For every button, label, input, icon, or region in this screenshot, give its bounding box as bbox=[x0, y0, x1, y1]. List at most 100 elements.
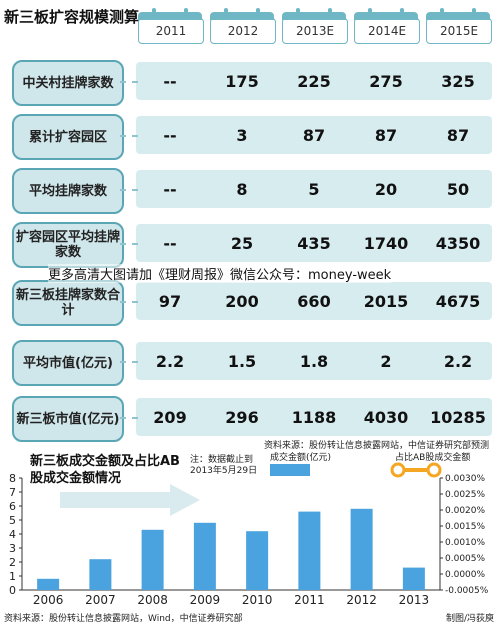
calendar-top bbox=[354, 12, 418, 20]
source-top: 资料来源：股份转让信息披露网站，中信证券研究部预测 bbox=[264, 441, 490, 451]
table-cell: 225 bbox=[297, 71, 331, 91]
y-right-tick-label: 0.0005% bbox=[445, 554, 485, 564]
x-tick-label: 2008 bbox=[137, 593, 168, 607]
year-label: 2013E bbox=[295, 24, 335, 38]
bar-2009 bbox=[193, 522, 216, 590]
year-calendar-2013E: 2013E bbox=[282, 8, 348, 44]
calendar-top bbox=[426, 12, 490, 20]
y-left-tick-label: 3 bbox=[9, 542, 16, 555]
bar-2011 bbox=[298, 511, 321, 590]
x-tick-label: 2013 bbox=[399, 593, 430, 607]
page-title: 新三板扩容规模测算 bbox=[4, 8, 140, 26]
legend-line-point bbox=[390, 462, 406, 478]
row-connector bbox=[120, 243, 138, 245]
y-right-tick-label: 0.0000% bbox=[445, 570, 485, 580]
x-tick-label: 2010 bbox=[242, 593, 273, 607]
table-cell: 2.2 bbox=[443, 351, 473, 371]
x-tick-label: 2009 bbox=[190, 593, 221, 607]
bar-2008 bbox=[141, 529, 164, 590]
year-calendar-2011: 2011 bbox=[138, 8, 204, 44]
bar-2012 bbox=[350, 508, 373, 590]
table-cell: 8 bbox=[236, 179, 248, 199]
table-cell: 50 bbox=[446, 179, 470, 199]
table-cell: -- bbox=[163, 125, 177, 145]
bar-2007 bbox=[89, 559, 112, 590]
y-left-tick-label: 4 bbox=[9, 528, 16, 541]
bar-2013 bbox=[402, 567, 425, 590]
x-tick-label: 2007 bbox=[85, 593, 116, 607]
table-cell: 87 bbox=[374, 125, 398, 145]
table-cell: 325 bbox=[441, 71, 475, 91]
calendar-ring bbox=[440, 8, 444, 18]
table-cell: 87 bbox=[446, 125, 470, 145]
y-left-tick-label: 6 bbox=[9, 500, 16, 513]
table-cell: 4350 bbox=[435, 233, 481, 253]
table-cell: 200 bbox=[225, 291, 259, 311]
year-calendar-2014E: 2014E bbox=[354, 8, 420, 44]
credit: 制图/冯荻庾 bbox=[445, 614, 494, 624]
calendar-top bbox=[210, 12, 274, 20]
calendar-ring bbox=[328, 8, 332, 18]
row-connector bbox=[120, 301, 138, 303]
year-label: 2012 bbox=[227, 24, 259, 38]
y-left-tick-label: 7 bbox=[9, 486, 16, 499]
y-left-tick-label: 0 bbox=[9, 584, 16, 597]
table-cell: 1.8 bbox=[299, 351, 329, 371]
row-label: 平均市值(亿元) bbox=[12, 340, 124, 386]
row-label: 扩容园区平均挂牌家数 bbox=[12, 222, 124, 268]
table-cell: 2.2 bbox=[155, 351, 185, 371]
y-left-tick-label: 5 bbox=[9, 514, 16, 527]
bar-2006 bbox=[37, 578, 60, 590]
y-left-tick-label: 8 bbox=[9, 472, 16, 485]
y-right-tick-label: 0.0015% bbox=[445, 522, 485, 532]
table-cell: 4030 bbox=[363, 407, 409, 427]
calendar-ring bbox=[152, 8, 156, 18]
year-calendar-2012: 2012 bbox=[210, 8, 276, 44]
table-cell: 435 bbox=[297, 233, 331, 253]
bar-2010 bbox=[246, 531, 269, 590]
table-cell: 175 bbox=[225, 71, 259, 91]
table-row bbox=[136, 398, 492, 436]
calendar-top bbox=[138, 12, 202, 20]
legend-line-point bbox=[426, 462, 442, 478]
table-row bbox=[136, 224, 492, 262]
y-right-tick-label: 0.0010% bbox=[445, 538, 485, 548]
calendar-ring bbox=[472, 8, 476, 18]
table-row bbox=[136, 170, 492, 208]
table-cell: 1.5 bbox=[227, 351, 257, 371]
row-label: 新三板挂牌家数合计 bbox=[12, 280, 124, 326]
calendar-ring bbox=[184, 8, 188, 18]
y-left-tick-label: 1 bbox=[9, 570, 16, 583]
table-row bbox=[136, 282, 492, 320]
y-right-tick-label: 0.0030% bbox=[445, 474, 485, 484]
table-row bbox=[136, 116, 492, 154]
table-cell: 1188 bbox=[291, 407, 337, 427]
x-tick-label: 2012 bbox=[346, 593, 377, 607]
row-connector bbox=[120, 189, 138, 191]
chart-title: 新三板成交金额及占比AB股成交金额情况 bbox=[30, 454, 180, 486]
table-cell: 3 bbox=[236, 125, 248, 145]
table-cell: 97 bbox=[158, 291, 182, 311]
table-cell: -- bbox=[163, 179, 177, 199]
table-cell: 296 bbox=[225, 407, 259, 427]
calendar-ring bbox=[296, 8, 300, 18]
row-connector bbox=[120, 81, 138, 83]
legend-bar-swatch bbox=[270, 464, 310, 476]
calendar-icon bbox=[354, 18, 420, 44]
table-cell: 5 bbox=[308, 179, 320, 199]
year-label: 2011 bbox=[155, 24, 187, 38]
y-right-tick-label: -0.0005% bbox=[445, 586, 489, 596]
table-cell: 660 bbox=[297, 291, 331, 311]
date-note: 注：数据截止到2013年5月29日 bbox=[190, 455, 258, 476]
year-calendar-2015E: 2015E bbox=[426, 8, 492, 44]
calendar-ring bbox=[256, 8, 260, 18]
table-row bbox=[136, 342, 492, 380]
calendar-ring bbox=[368, 8, 372, 18]
watermark-text: 更多高清大图请加《理财周报》微信公众号：money-week bbox=[48, 264, 392, 283]
table-cell: 1740 bbox=[363, 233, 409, 253]
x-tick-label: 2011 bbox=[294, 593, 325, 607]
year-label: 2014E bbox=[367, 24, 407, 38]
y-right-tick-label: 0.0025% bbox=[445, 490, 485, 500]
row-label: 新三板市值(亿元) bbox=[12, 396, 124, 442]
source-bottom: 资料来源：股份转让信息披露网站，Wind，中信证券研究部 bbox=[4, 614, 243, 624]
